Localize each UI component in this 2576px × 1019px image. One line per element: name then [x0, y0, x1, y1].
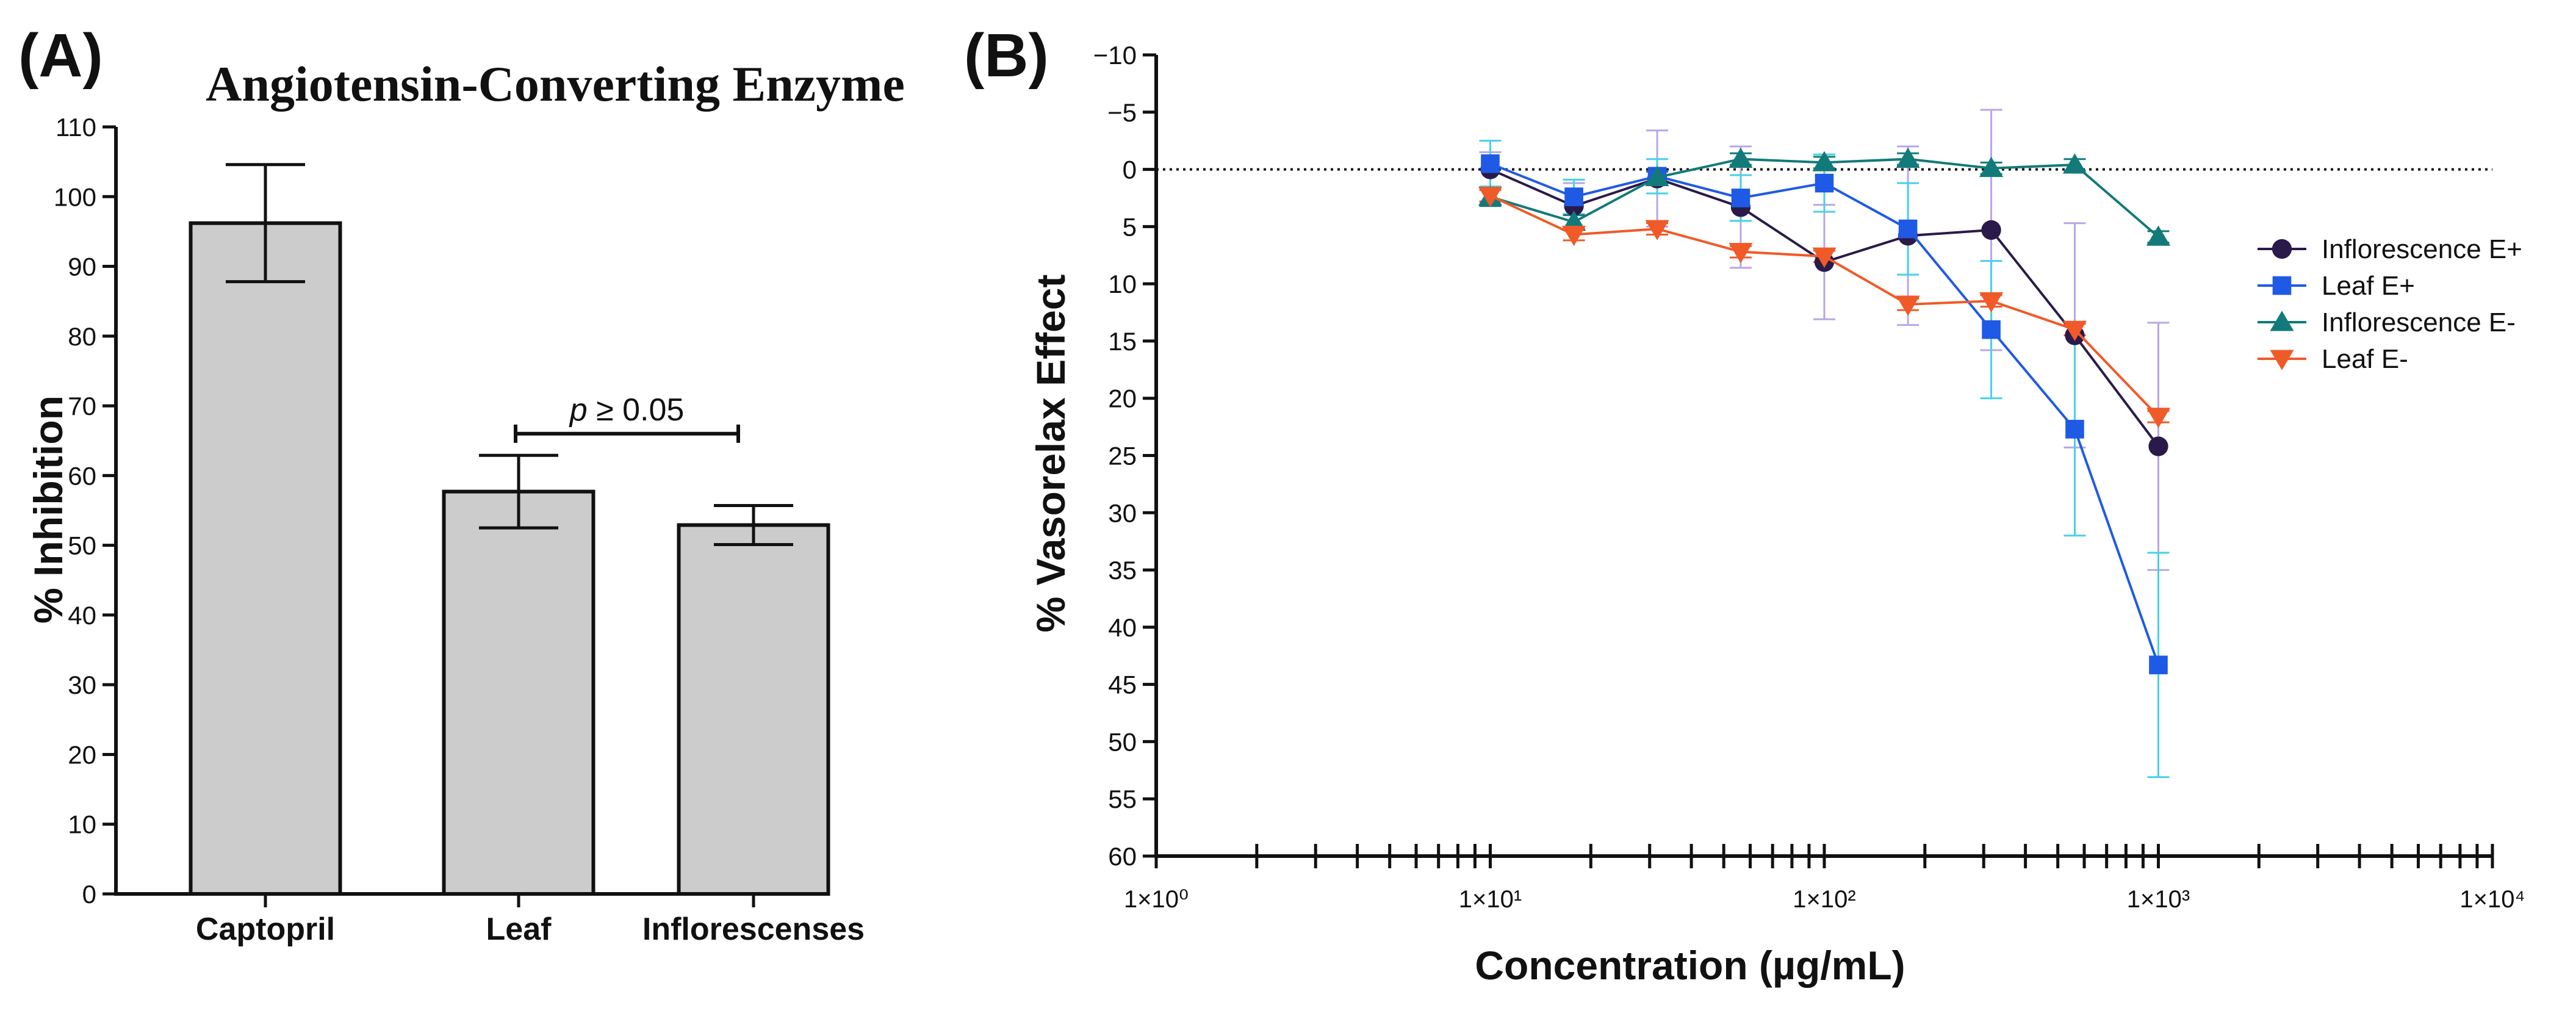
- chart-b-x-tick-label: 1×10¹: [1459, 886, 1522, 913]
- chart-b-y-tick-label: 40: [1108, 613, 1137, 642]
- chart-b-y-axis-label: % Vasorelax Effect: [1028, 274, 1073, 632]
- chart-b-y-tick-label: 50: [1108, 727, 1137, 756]
- legend-label: Leaf E-: [2322, 344, 2408, 374]
- chart-b-y-tick-label: 45: [1108, 671, 1137, 699]
- chart-a-category-label: Leaf: [486, 912, 552, 947]
- chart-b-data-point: [1562, 226, 1586, 247]
- chart-b-data-point: [1731, 189, 1750, 207]
- chart-b-x-tick-label: 1×10⁴: [2459, 886, 2525, 913]
- chart-b-y-tick-label: 30: [1108, 499, 1137, 527]
- chart-a-category-label: Inflorescenses: [642, 912, 865, 947]
- chart-a-plot: 0 10 20 30 40 50 60 70 80 90 100 110 Captopril Leaf In…: [54, 113, 865, 947]
- chart-b-data-point: [1729, 147, 1753, 168]
- chart-a-y-tick-label: 80: [68, 322, 96, 351]
- legend-marker: [2270, 350, 2294, 370]
- chart-b-y-tick-label: 5: [1123, 212, 1137, 241]
- significance-label: p ≥ 0.05: [569, 392, 685, 428]
- legend-label: Inflorescence E+: [2322, 234, 2522, 264]
- panel-a-label: (A): [18, 21, 103, 90]
- chart-b-data-point: [1898, 219, 1918, 239]
- chart-b-x-tick-label: 1×10⁰: [1124, 886, 1189, 913]
- legend-marker: [2272, 239, 2292, 259]
- chart-b-y-tick-label: 35: [1108, 556, 1137, 585]
- chart-b-x-tick-label: 1×10²: [1793, 886, 1855, 913]
- chart-b-data-point: [1478, 187, 1503, 207]
- chart-b-y-tick-label: 55: [1108, 785, 1137, 813]
- chart-b-legend: Inflorescence E+ Leaf E+ Inflorescence E- L…: [2258, 234, 2522, 374]
- chart-a-bar: [442, 489, 595, 896]
- chart-b-y-tick-label: 10: [1108, 270, 1137, 298]
- chart-b-data-point: [1562, 211, 1586, 231]
- chart-b: % Vasorelax Effect Concentration (µg/mL)…: [1028, 41, 2525, 988]
- chart-b-data-point: [2149, 655, 2168, 675]
- chart-b-y-tick-label: 15: [1108, 327, 1137, 356]
- legend-label: Leaf E+: [2322, 271, 2415, 301]
- chart-b-x-tick-label: 1×10³: [2127, 886, 2190, 913]
- chart-a-y-tick-label: 110: [56, 113, 96, 142]
- chart-b-data-point: [1815, 173, 1834, 193]
- chart-a-y-tick-label: 50: [68, 531, 96, 560]
- chart-b-data-point: [2062, 320, 2087, 341]
- chart-a-y-tick-label: 0: [82, 880, 96, 909]
- chart-b-y-tick-label: 60: [1108, 842, 1137, 871]
- chart-a-y-tick-label: 100: [54, 182, 96, 211]
- chart-a-y-tick-label: 60: [68, 461, 96, 490]
- chart-a-y-tick-label: 70: [68, 392, 96, 420]
- chart-b-y-tick-label: −5: [1107, 98, 1137, 127]
- chart-b-data-point: [1645, 220, 1669, 240]
- chart-b-data-point: [2146, 408, 2171, 428]
- chart-a-bar: [677, 523, 830, 896]
- chart-b-data-point: [1812, 247, 1837, 268]
- chart-b-data-point: [1981, 220, 2001, 240]
- chart-b-data-point: [1812, 151, 1837, 171]
- chart-b-data-point: [1481, 154, 1500, 173]
- chart-a-y-tick-label: 10: [68, 810, 96, 839]
- chart-b-y-tick-label: −10: [1093, 41, 1137, 70]
- chart-b-x-axis-label: Concentration (µg/mL): [1475, 943, 1905, 988]
- chart-b-data-point: [1896, 295, 1920, 316]
- chart-b-y-tick-label: 0: [1123, 156, 1137, 184]
- significance-p: p: [569, 392, 588, 428]
- chart-a-y-tick-label: 40: [68, 601, 96, 630]
- chart-b-data-point: [1564, 187, 1583, 206]
- chart-a-y-axis-label: % Inhibition: [26, 395, 71, 624]
- chart-a-y-tick-label: 30: [68, 671, 96, 699]
- chart-b-y-tick-label: 20: [1108, 384, 1137, 413]
- legend-marker: [2272, 276, 2292, 295]
- legend-marker: [2270, 311, 2294, 331]
- panel-b-label: (B): [964, 21, 1049, 90]
- chart-b-data-point: [2148, 436, 2168, 456]
- chart-b-data-point: [1979, 156, 2004, 178]
- chart-a-y-tick-label: 90: [68, 253, 96, 281]
- chart-b-data-point: [1729, 243, 1753, 264]
- chart-b-data-point: [2146, 225, 2171, 246]
- chart-b-data-point: [1982, 320, 2001, 339]
- chart-a: Angiotensin-Converting Enzyme % Inhibiti…: [26, 56, 905, 947]
- chart-b-y-tick-label: 25: [1108, 442, 1137, 470]
- legend-label: Inflorescence E-: [2322, 308, 2516, 337]
- chart-a-title: Angiotensin-Converting Enzyme: [206, 56, 905, 112]
- chart-b-plot: −10 −5 0 5 10 15 20 25 30 35 40 45 50 55 60 1×10⁰ 1×10¹ 1…: [1093, 41, 2525, 913]
- chart-b-data-point: [1979, 292, 2004, 312]
- chart-b-data-point: [2062, 153, 2087, 174]
- chart-b-data-point: [1645, 166, 1669, 187]
- significance-threshold: ≥ 0.05: [588, 392, 685, 428]
- chart-a-y-tick-label: 20: [68, 740, 96, 769]
- chart-b-data-point: [2065, 420, 2084, 439]
- chart-a-bar: [189, 221, 342, 896]
- chart-b-data-point: [1896, 147, 1920, 168]
- chart-a-category-label: Captopril: [196, 912, 335, 947]
